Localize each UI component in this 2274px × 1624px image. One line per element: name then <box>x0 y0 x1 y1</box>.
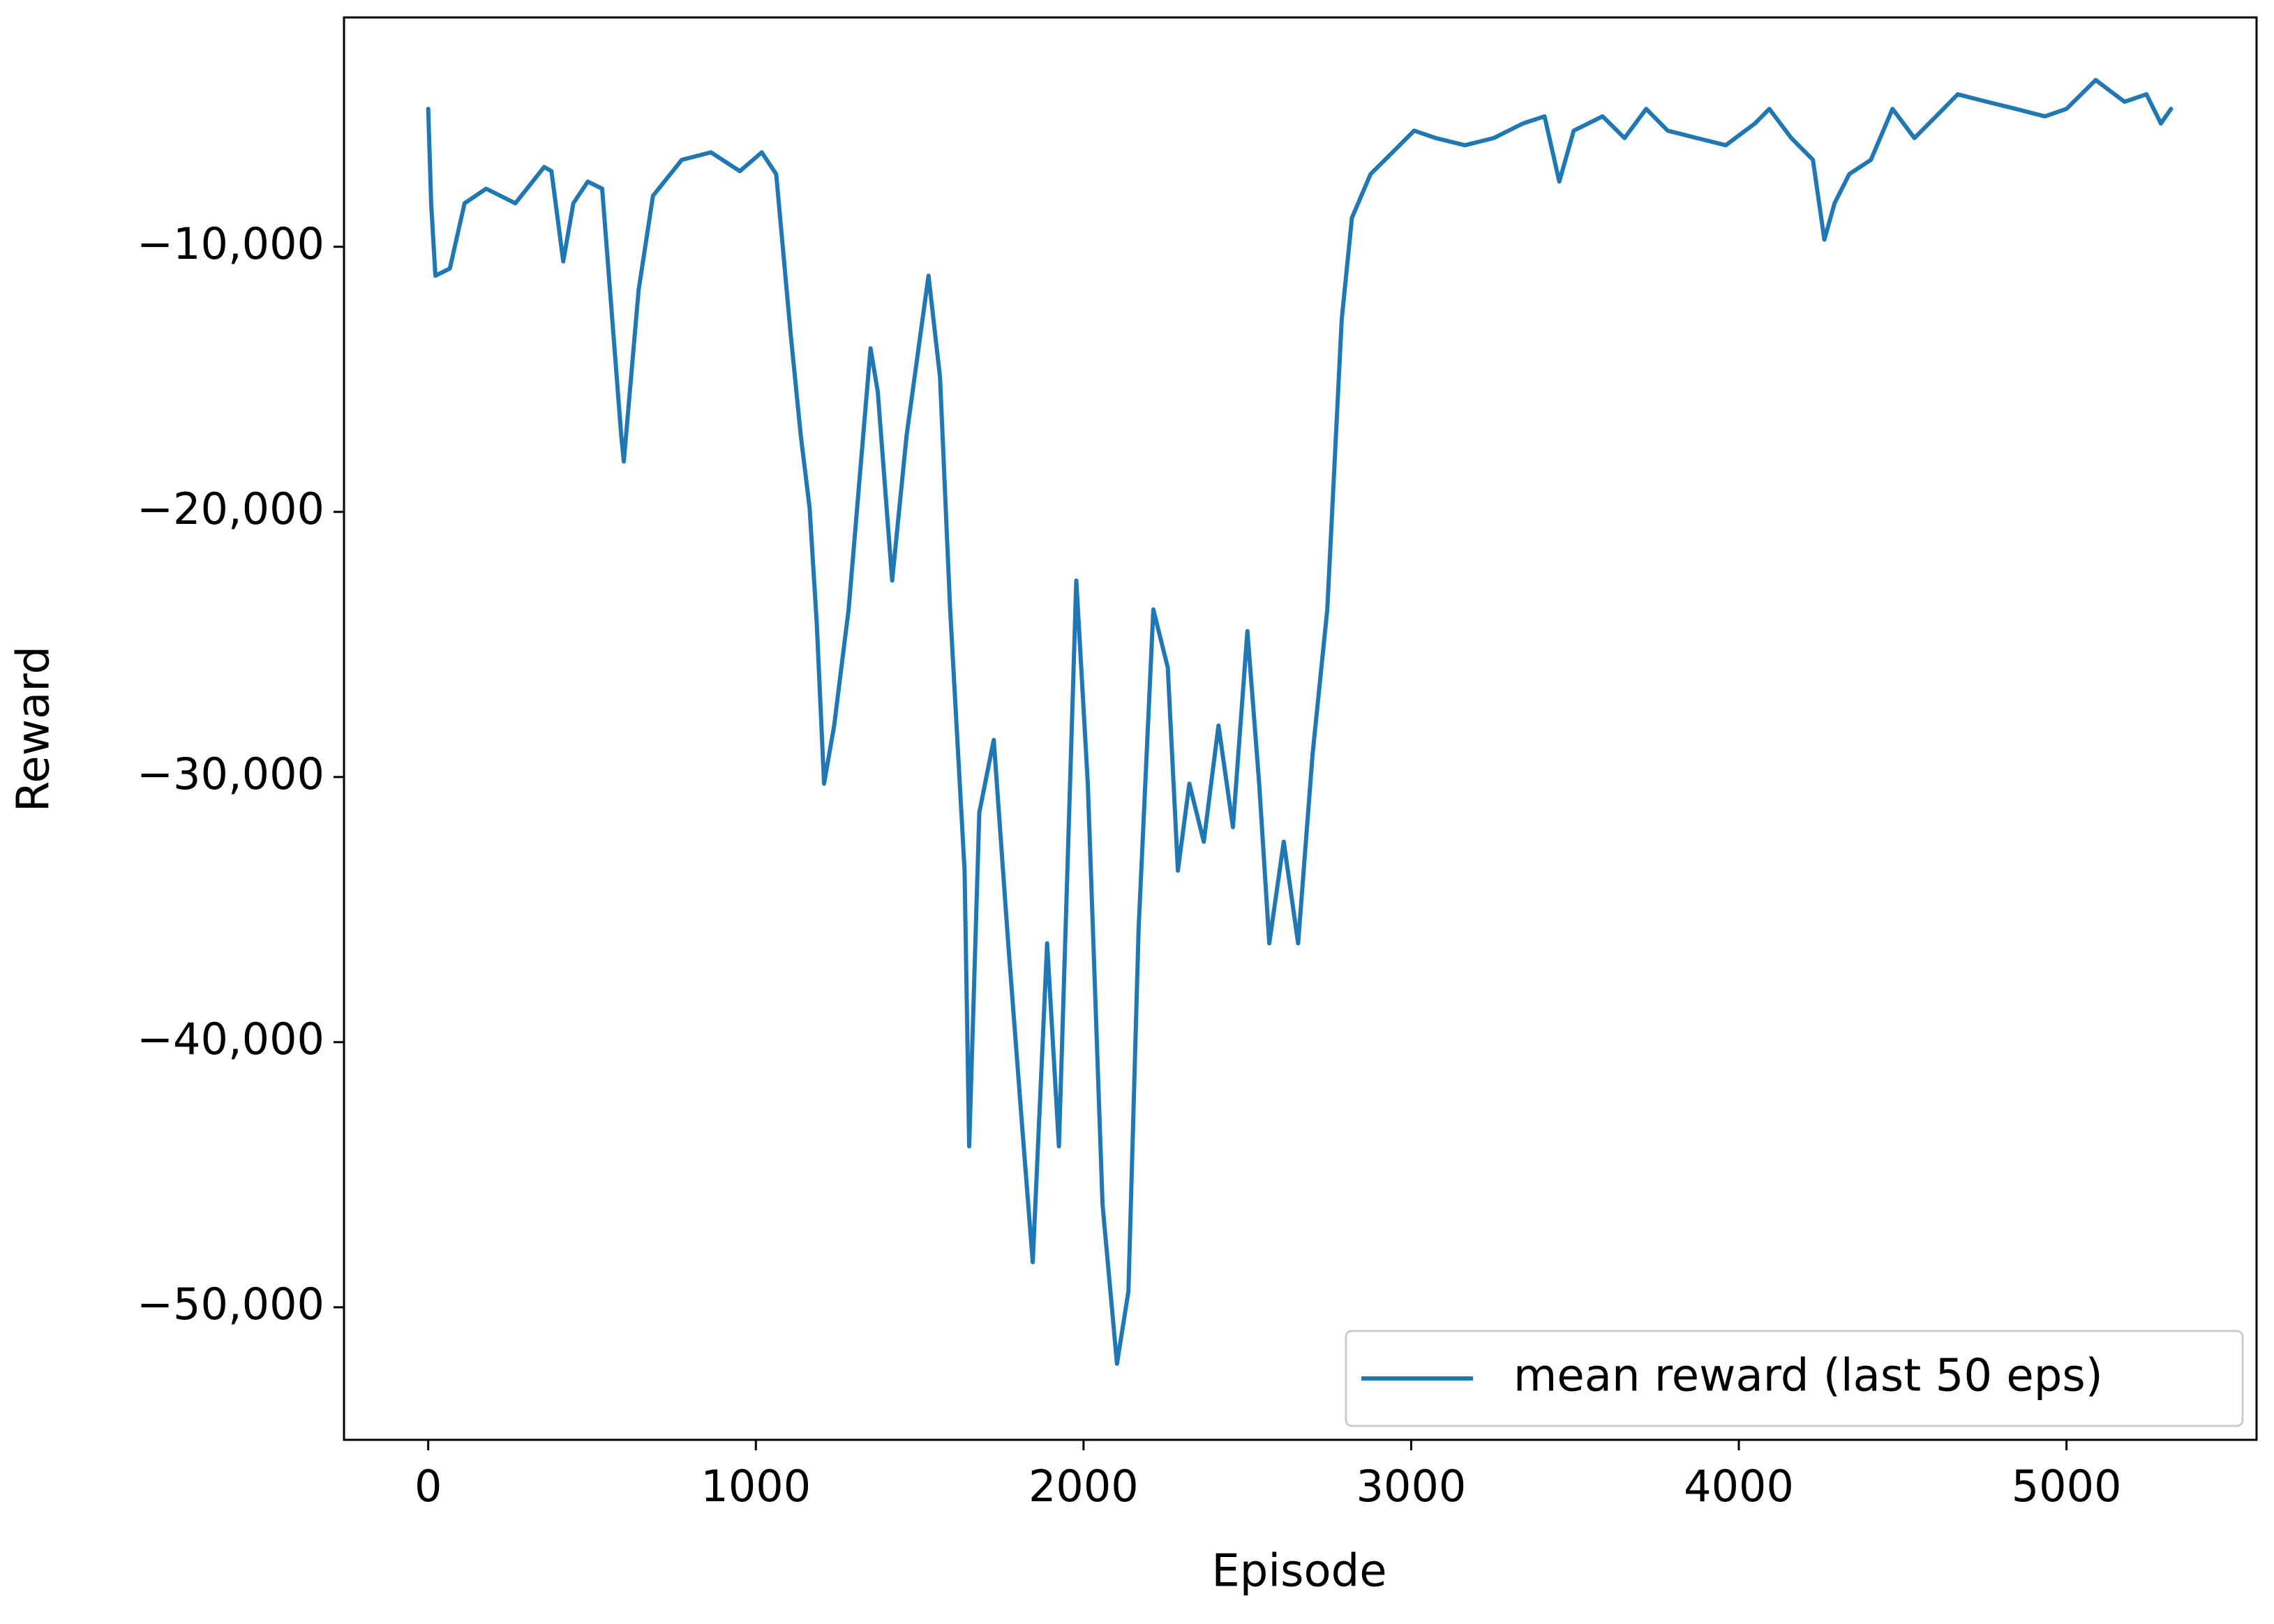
x-tick-label: 5000 <box>2012 1461 2122 1512</box>
data-line <box>426 77 2174 1366</box>
x-tick-label: 4000 <box>1684 1461 1794 1512</box>
y-tick-label: −50,000 <box>137 1279 324 1330</box>
x-axis-label: Episode <box>1211 1546 1386 1597</box>
x-tick-label: 1000 <box>701 1461 811 1512</box>
legend-label: mean reward (last 50 eps) <box>1513 1351 2103 1402</box>
plot-frame <box>343 16 2258 1441</box>
y-tick-label: −30,000 <box>137 749 324 799</box>
x-tick-label: 0 <box>414 1461 442 1512</box>
legend: mean reward (last 50 eps) <box>1345 1330 2244 1427</box>
x-tick-label: 3000 <box>1356 1461 1467 1512</box>
x-tick-label: 2000 <box>1028 1461 1139 1512</box>
legend-box <box>1345 1330 2244 1427</box>
y-tick-label: −10,000 <box>137 218 324 269</box>
y-axis-label: Reward <box>8 646 60 812</box>
y-tick-label: −20,000 <box>137 483 324 534</box>
y-tick-label: −40,000 <box>137 1014 324 1065</box>
